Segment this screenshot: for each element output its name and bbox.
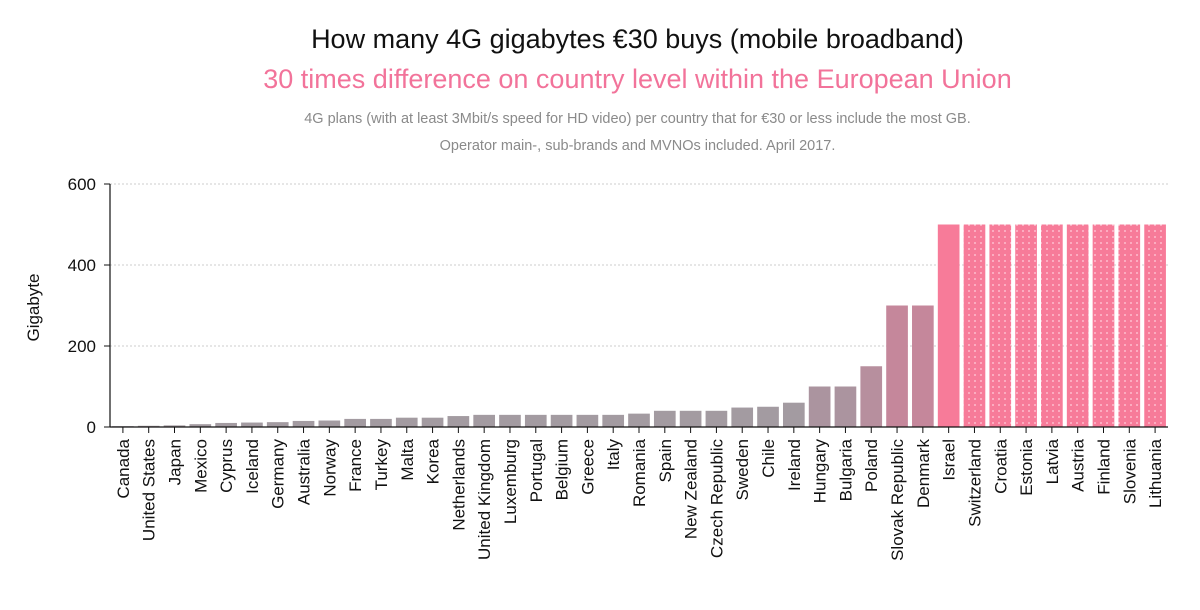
category-labels: Canada United States Japan Mexico Cyprus Icel… — [114, 438, 1165, 560]
x-tick-label: Bulgaria — [836, 438, 855, 501]
x-tick-label: Spain — [656, 439, 675, 482]
x-tick-label: Korea — [424, 438, 443, 484]
bar-israel — [937, 224, 960, 427]
x-tick-label: Croatia — [991, 438, 1010, 493]
bar-sweden — [731, 407, 754, 427]
bars — [112, 224, 1166, 427]
bar-hungary — [808, 386, 831, 427]
x-tick-label: Chile — [759, 439, 778, 478]
x-tick-label: Norway — [320, 439, 339, 497]
x-tick-label: Japan — [166, 439, 185, 485]
x-tick-label: France — [346, 439, 365, 492]
x-tick-label: United States — [140, 439, 159, 541]
x-tick-label: Romania — [630, 438, 649, 507]
x-tick-label: Australia — [295, 438, 314, 505]
bar-belgium — [550, 414, 573, 427]
bar-romania — [628, 413, 650, 427]
x-tick-label: Turkey — [372, 439, 391, 491]
bar-netherlands — [447, 416, 470, 427]
x-tick-label: Netherlands — [449, 439, 468, 531]
x-tick-label: Slovenia — [1120, 438, 1139, 504]
bar-turkey — [370, 418, 392, 427]
bar-bulgaria — [834, 386, 857, 427]
bar-malta — [395, 417, 418, 427]
bar-finland — [1092, 224, 1115, 427]
x-tick-label: Belgium — [553, 439, 572, 500]
chart-title: How many 4G gigabytes €30 buys (mobile b… — [311, 24, 964, 54]
bar-norway — [318, 420, 341, 427]
bar-portugal — [524, 414, 547, 427]
x-tick-label: Poland — [862, 439, 881, 492]
bar-croatia — [989, 224, 1012, 427]
y-axis-label: Gigabyte — [24, 273, 43, 341]
x-tick-label: Ireland — [785, 439, 804, 491]
y-tick-label: 200 — [68, 337, 96, 356]
x-tick-label: Switzerland — [965, 439, 984, 527]
x-tick-label: New Zealand — [682, 439, 701, 539]
x-tick-label: Latvia — [1043, 438, 1062, 484]
bar-austria — [1066, 224, 1089, 427]
x-tick-label: Luxemburg — [501, 439, 520, 524]
bar-chile — [757, 406, 779, 427]
axes: 0 200 400 600 — [68, 175, 1168, 437]
x-tick-label: Denmark — [914, 439, 933, 508]
x-tick-label: Germany — [269, 439, 288, 509]
x-tick-label: United Kingdom — [475, 439, 494, 560]
bar-mexico — [189, 424, 212, 427]
bar-czech-republic — [705, 410, 728, 427]
x-tick-label: Mexico — [191, 439, 210, 493]
x-tick-label: Lithuania — [1146, 438, 1165, 508]
x-tick-label: Estonia — [1017, 438, 1036, 495]
bar-latvia — [1041, 224, 1063, 427]
bar-slovenia — [1118, 224, 1141, 427]
bar-luxemburg — [499, 414, 521, 427]
bar-greece — [576, 414, 599, 427]
bar-australia — [292, 420, 315, 427]
bar-switzerland — [963, 224, 986, 427]
bar-united-states — [137, 425, 160, 427]
bar-denmark — [912, 305, 934, 427]
bar-korea — [421, 417, 444, 427]
bar-japan — [163, 425, 186, 427]
bar-ireland — [782, 402, 805, 427]
chart-note-2: Operator main-, sub-brands and MVNOs inc… — [439, 138, 836, 154]
x-tick-label: Canada — [114, 438, 133, 498]
x-tick-label: Hungary — [811, 439, 830, 504]
chart-note-1: 4G plans (with at least 3Mbit/s speed fo… — [304, 111, 971, 127]
y-tick-label: 0 — [87, 418, 96, 437]
x-tick-label: Iceland — [243, 439, 262, 494]
x-tick-label: Slovak Republic — [888, 439, 907, 561]
bar-spain — [653, 410, 676, 427]
chart-subtitle: 30 times difference on country level wit… — [263, 64, 1012, 94]
bar-united-kingdom — [473, 414, 496, 427]
x-tick-label: Israel — [940, 439, 959, 481]
x-tick-label: Cyprus — [217, 439, 236, 493]
bar-germany — [266, 422, 289, 427]
bar-cyprus — [215, 422, 237, 427]
x-tick-label: Austria — [1069, 438, 1088, 491]
x-tick-label: Finland — [1094, 439, 1113, 495]
x-tick-label: Italy — [604, 439, 623, 471]
x-tick-label: Czech Republic — [707, 439, 726, 559]
y-tick-label: 600 — [68, 175, 96, 194]
x-tick-label: Greece — [578, 439, 597, 495]
bar-italy — [602, 414, 625, 427]
x-tick-label: Malta — [398, 438, 417, 480]
bar-lithuania — [1144, 224, 1166, 427]
bar-new-zealand — [679, 410, 702, 427]
y-tick-label: 400 — [68, 256, 96, 275]
bar-poland — [860, 366, 883, 427]
x-tick-label: Sweden — [733, 439, 752, 500]
bar-estonia — [1015, 224, 1037, 427]
bar-france — [344, 418, 366, 427]
x-tick-label: Portugal — [527, 439, 546, 502]
bar-slovak-republic — [886, 305, 908, 427]
bar-iceland — [241, 422, 263, 427]
